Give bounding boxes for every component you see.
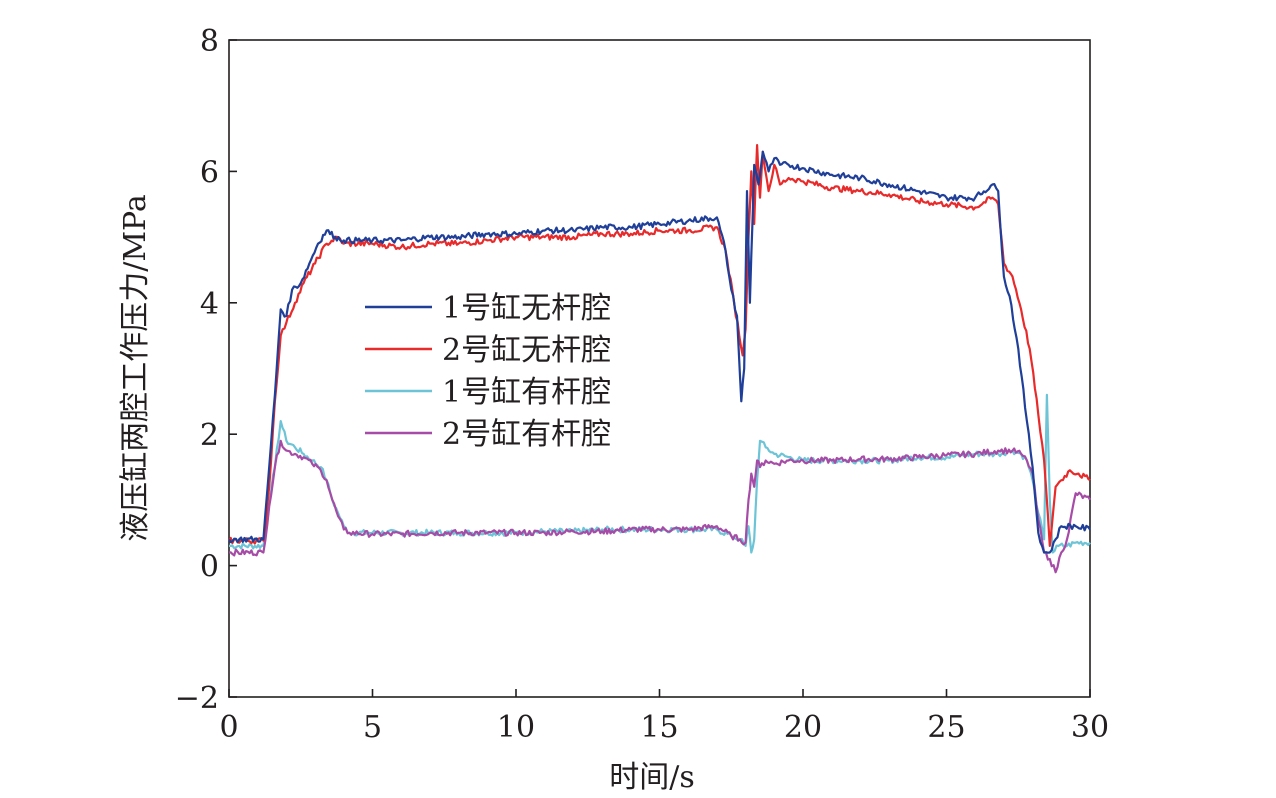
x-tick-label: 0	[219, 710, 238, 745]
legend-label: 2号缸有杆腔	[442, 417, 611, 452]
y-tick-label: 4	[200, 287, 219, 322]
y-tick-label: 2	[200, 418, 219, 453]
series-line-2	[228, 144, 1091, 547]
y-tick-label: 8	[200, 24, 219, 59]
x-tick-label: 15	[640, 710, 678, 745]
series-line-4	[228, 439, 1091, 574]
x-tick-label: 10	[497, 710, 535, 745]
x-tick-label: 30	[1071, 710, 1109, 745]
legend-label: 2号缸无杆腔	[442, 333, 611, 368]
legend-label: 1号缸无杆腔	[442, 291, 611, 326]
x-axis: 0 5 10 15 20 25 30	[219, 689, 1109, 745]
y-axis: −2 0 2 4 6 8	[175, 24, 237, 716]
legend: 1号缸无杆腔 2号缸无杆腔 1号缸有杆腔 2号缸有杆腔	[365, 291, 611, 452]
x-tick-label: 5	[363, 710, 382, 745]
x-axis-label: 时间/s	[609, 760, 695, 795]
legend-label: 1号缸有杆腔	[442, 375, 611, 410]
series-layer	[228, 144, 1091, 574]
x-tick-label: 25	[927, 710, 965, 745]
y-tick-label: 6	[200, 155, 219, 190]
y-axis-label: 液压缸两腔工作压力/MPa	[118, 194, 153, 542]
plot-area	[228, 39, 1091, 698]
x-tick-label: 20	[784, 710, 822, 745]
y-tick-label: 0	[200, 550, 219, 585]
y-tick-label: −2	[175, 681, 219, 716]
plot-frame	[228, 39, 1091, 698]
series-line-1	[228, 150, 1091, 554]
